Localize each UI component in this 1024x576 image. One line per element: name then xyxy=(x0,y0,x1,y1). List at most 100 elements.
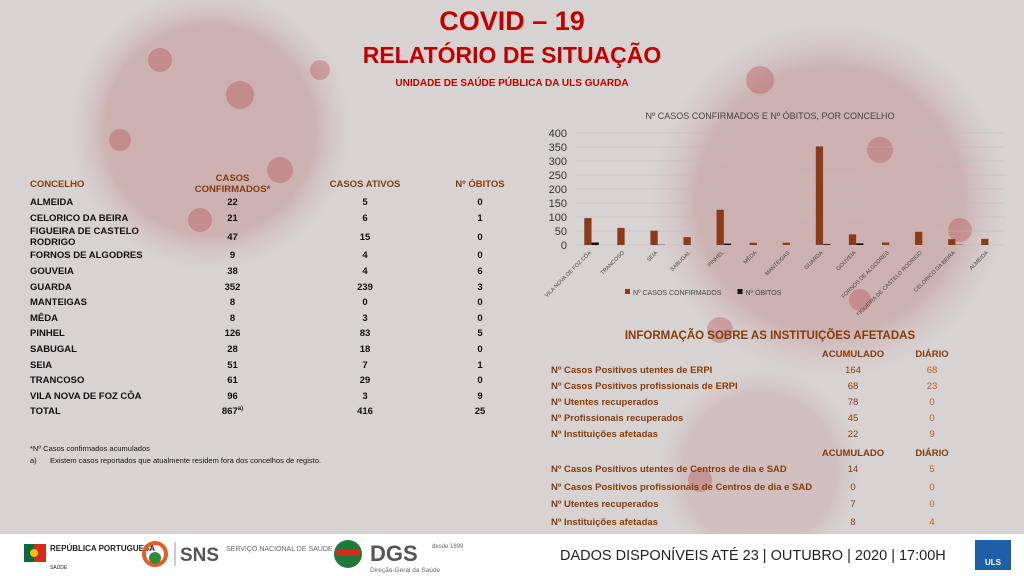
row-label: Nº Instituições afetadas xyxy=(551,516,658,528)
subtitle: RELATÓRIO DE SITUAÇÃO xyxy=(362,42,662,68)
bar xyxy=(723,243,732,245)
footnote: *Nº Casos confirmados acumulados xyxy=(30,444,150,453)
bar xyxy=(617,227,625,245)
row-value: 22 xyxy=(847,429,859,440)
column-header: DIÁRIO xyxy=(915,349,949,360)
cell-value: 21 xyxy=(227,212,238,224)
row-value: 4 xyxy=(929,516,935,528)
y-tick-label: 400 xyxy=(549,128,567,140)
cell-value: 38 xyxy=(227,266,238,278)
bar xyxy=(584,218,592,245)
uls-label: ULS xyxy=(985,558,1002,567)
table-row: MÊDA 8 3 0 xyxy=(30,311,510,327)
row-value: 68 xyxy=(926,365,938,376)
y-tick-label: 300 xyxy=(549,156,567,168)
y-tick-label: 350 xyxy=(549,142,567,154)
virus-spikes xyxy=(109,48,972,492)
cell-value: 5 xyxy=(362,197,368,209)
x-tick-label: GOUVEIA xyxy=(836,250,858,272)
total-cell: 416 xyxy=(280,404,450,420)
y-tick-label: 100 xyxy=(549,212,567,224)
cell-value: 239 xyxy=(357,281,373,293)
cell-value: 96 xyxy=(227,390,238,402)
cell-value: 18 xyxy=(359,344,371,356)
cell-value: 3 xyxy=(477,281,483,293)
footer: REPÚBLICA PORTUGUESA SAÚDE SNS SERVIÇO N… xyxy=(0,534,1024,576)
cell-value: 7 xyxy=(362,359,368,371)
cell-value: 1 xyxy=(477,212,483,224)
y-tick-label: 250 xyxy=(549,170,567,182)
row-value: 8 xyxy=(850,516,856,528)
table-row: ALMEIDA 22 5 0 xyxy=(30,195,510,211)
cell-concelho: MANTEIGAS xyxy=(30,297,87,309)
bar xyxy=(881,242,890,245)
dgs-since: desde 1899 xyxy=(432,544,464,550)
row-value: 9 xyxy=(929,429,935,440)
cell-value: 29 xyxy=(359,375,371,387)
x-tick-label: SABUGAL xyxy=(670,250,693,273)
institutions-title: INFORMAÇÃO SOBRE AS INSTITUIÇÕES AFETADA… xyxy=(624,330,916,342)
uls-logo xyxy=(975,540,1011,570)
cell-concelho: SEIA xyxy=(30,359,53,371)
total-cell: TOTAL xyxy=(30,404,185,420)
dgs-logo-band xyxy=(336,550,360,556)
cell-concelho: TRANCOSO xyxy=(30,375,85,387)
virus-image xyxy=(60,0,360,280)
row-value: 68 xyxy=(847,381,859,392)
chart: Nº CASOS CONFIRMADOS E Nº ÓBITOS, POR CO… xyxy=(543,111,1005,315)
cell-value: 0 xyxy=(477,250,483,262)
cell-value: 352 xyxy=(224,281,241,293)
row-value: 23 xyxy=(926,381,938,392)
cell-concelho: CELORICO DA BEIRA xyxy=(30,212,129,224)
cell-value: 0 xyxy=(477,297,483,309)
bar xyxy=(716,209,724,245)
row-value: 0 xyxy=(929,481,935,493)
cell-value: 47 xyxy=(227,231,238,243)
y-tick-label: 0 xyxy=(561,240,567,252)
row-label: Nº Instituições afetadas xyxy=(551,429,658,440)
bar xyxy=(749,242,757,245)
cell-concelho: PINHEL xyxy=(30,328,65,340)
cell-value: 6 xyxy=(477,266,483,278)
republica-label: REPÚBLICA PORTUGUESA xyxy=(50,544,155,553)
row-value: 0 xyxy=(929,499,935,510)
dgs-label: DGS xyxy=(370,541,418,566)
cell-value: 9 xyxy=(229,250,236,262)
row-value: 78 xyxy=(847,397,859,408)
table-row: SABUGAL 28 18 0 xyxy=(30,342,510,358)
saude-label: SAÚDE xyxy=(50,564,68,571)
row-value: 0 xyxy=(929,413,935,424)
legend-swatch xyxy=(737,289,743,294)
main-title: COVID – 19 xyxy=(439,6,585,36)
sns-logo-dot xyxy=(149,552,161,564)
total-value: 25 xyxy=(474,406,486,418)
cell-concelho: MÊDA xyxy=(30,312,58,324)
row-label: Nº Casos Positivos utentes de Centros de… xyxy=(551,464,787,475)
row-label: Nº Casos Positivos profissionais de Cent… xyxy=(551,481,813,493)
cell-value: 3 xyxy=(362,312,368,324)
table-row: PINHEL 126 83 5 xyxy=(30,326,510,342)
row-value: 14 xyxy=(847,464,859,475)
cell-value: 9 xyxy=(477,390,483,402)
total-value: 416 xyxy=(357,406,373,418)
total-value: TOTAL xyxy=(30,406,61,418)
table-row: CELORICO DA BEIRA 21 6 1 xyxy=(30,211,510,227)
bar xyxy=(915,231,923,245)
row-value: 0 xyxy=(929,397,935,408)
table-header: CONCELHO CASOS CONFIRMADOS* CASOS ATIVOS Nº… xyxy=(30,173,510,195)
cell-value: 8 xyxy=(229,312,236,324)
row-value: 45 xyxy=(847,413,859,424)
cell-value: 0 xyxy=(477,375,483,387)
cell-value: 83 xyxy=(359,328,371,340)
cell-concelho: VILA NOVA DE FOZ CÔA xyxy=(30,390,142,402)
chart-title: Nº CASOS CONFIRMADOS E Nº ÓBITOS, POR CO… xyxy=(646,111,895,121)
row-value: 7 xyxy=(850,499,856,510)
x-tick-label: MANTEIGAS xyxy=(764,250,791,277)
cell-value: 8 xyxy=(229,297,236,309)
cell-value: 4 xyxy=(362,266,368,278)
legend-label: Nº CASOS CONFIRMADOS xyxy=(633,290,722,297)
y-tick-label: 50 xyxy=(555,226,567,238)
total-cell: 25 xyxy=(450,404,510,420)
cell-value: 15 xyxy=(359,231,371,243)
